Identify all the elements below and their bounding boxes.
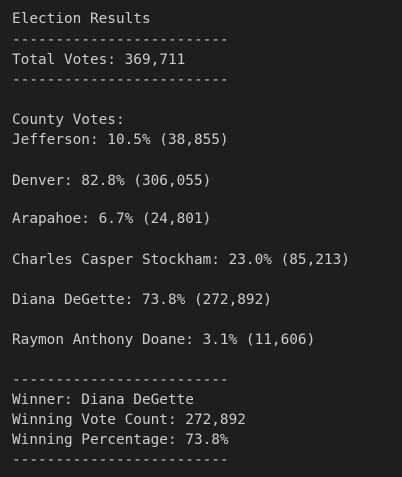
results-title: Election Results [12,11,151,27]
county-line-jefferson: Jefferson: 10.5% (38,855) [12,132,229,148]
divider-line: ------------------------- [12,72,229,88]
divider-line: ------------------------- [12,452,229,468]
county-line-denver: Denver: 82.8% (306,055) [12,173,212,189]
candidate-line-degette: Diana DeGette: 73.8% (272,892) [12,292,272,308]
candidate-line-doane: Raymon Anthony Doane: 3.1% (11,606) [12,332,316,348]
winning-percentage-line: Winning Percentage: 73.8% [12,432,229,448]
divider-line: ------------------------- [12,372,229,388]
divider-line: ------------------------- [12,32,229,48]
winner-line: Winner: Diana DeGette [12,392,194,408]
winning-vote-count-line: Winning Vote Count: 272,892 [12,412,246,428]
total-votes-line: Total Votes: 369,711 [12,52,186,68]
candidate-line-stockham: Charles Casper Stockham: 23.0% (85,213) [12,252,350,268]
county-votes-heading: County Votes: [12,112,125,128]
county-line-arapahoe: Arapahoe: 6.7% (24,801) [12,211,212,227]
